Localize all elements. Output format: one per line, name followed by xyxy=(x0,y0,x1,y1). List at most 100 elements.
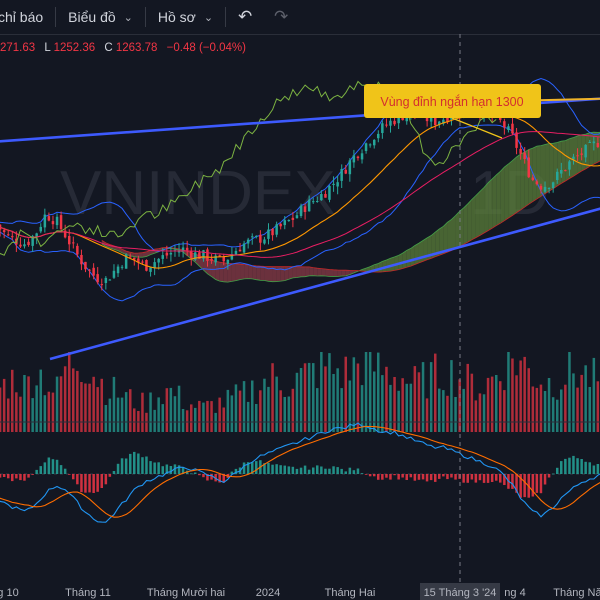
low-key: L xyxy=(44,42,51,54)
lower-trendline xyxy=(49,207,600,361)
toolbar-divider xyxy=(144,7,146,27)
volume-bar xyxy=(490,376,494,432)
volume-bar xyxy=(35,385,38,432)
volume-bar xyxy=(328,353,331,432)
macd-histogram-bar xyxy=(198,474,201,476)
volume-bar xyxy=(169,387,173,432)
candle-body xyxy=(572,156,575,160)
kumo-segment xyxy=(545,143,550,194)
candle-body xyxy=(584,144,587,158)
volume-bar xyxy=(39,369,42,432)
volume-bar xyxy=(104,405,108,432)
macd-histogram-bar xyxy=(490,474,494,482)
kumo-segment xyxy=(565,138,570,182)
volume-bar xyxy=(417,372,421,432)
candle-body xyxy=(295,215,299,219)
macd-histogram-bar xyxy=(246,462,250,474)
volume-bar xyxy=(7,398,10,432)
candle-body xyxy=(43,214,47,228)
volume-bar xyxy=(242,381,246,432)
candle-body xyxy=(564,170,567,172)
candle-body xyxy=(222,256,225,262)
ohlc-legend: 271.63 L 1252.36 C 1263.78 −0.48 (−0.04%… xyxy=(0,42,246,54)
kumo-segment xyxy=(219,262,224,282)
volume-bar xyxy=(584,365,587,432)
volume-bar xyxy=(531,386,535,432)
macd-histogram-bar xyxy=(112,471,116,474)
time-axis-label: 2024 xyxy=(256,587,280,599)
volume-bar xyxy=(133,408,136,432)
candle-body xyxy=(185,247,189,251)
volume-bar xyxy=(177,385,181,432)
volume-bar xyxy=(218,397,221,432)
time-axis-label: Tháng Hai xyxy=(325,587,376,599)
chart-type-menu[interactable]: Biểu đồ ⌄ xyxy=(68,0,133,34)
profile-menu[interactable]: Hồ sơ ⌄ xyxy=(158,0,213,34)
annotation-callout[interactable]: Vùng đỉnh ngắn hạn 1300 xyxy=(364,84,541,139)
volume-bar xyxy=(259,390,262,432)
kumo-segment xyxy=(199,255,204,270)
macd-histogram-bar xyxy=(291,466,295,474)
macd-histogram-bar xyxy=(149,461,152,474)
candle-body xyxy=(234,250,238,256)
macd-histogram-bar xyxy=(214,474,217,482)
candle-body xyxy=(551,182,555,188)
candle-body xyxy=(364,143,368,151)
undo-icon[interactable]: ↶ xyxy=(238,7,253,26)
macd-histogram-bar xyxy=(59,465,63,474)
kumo-segment xyxy=(488,178,493,231)
candle-body xyxy=(39,226,42,232)
indicators-menu[interactable]: chỉ báo xyxy=(0,0,43,34)
candle-body xyxy=(348,160,352,175)
volume-bar xyxy=(434,353,437,432)
volume-bar xyxy=(515,375,518,432)
macd-histogram-bar xyxy=(454,474,457,480)
toolbar-divider xyxy=(225,7,227,27)
redo-icon[interactable]: ↷ xyxy=(274,7,289,26)
macd-histogram-bar xyxy=(267,462,270,474)
volume-bar xyxy=(27,376,30,432)
candle-body xyxy=(198,252,201,259)
time-axis[interactable]: g 10 Tháng 11 Tháng Mười hai 2024 Tháng Hai 1… xyxy=(0,583,600,600)
kumo-segment xyxy=(467,199,472,243)
candle-body xyxy=(11,236,14,238)
candle-body xyxy=(112,270,116,278)
macd-histogram-bar xyxy=(312,467,315,474)
candle-body xyxy=(255,235,258,237)
volume-bar xyxy=(129,389,132,432)
volume-bar xyxy=(535,387,539,432)
macd-histogram-bar xyxy=(482,474,486,483)
volume-bar xyxy=(173,396,177,432)
macd-histogram-bar xyxy=(486,474,490,483)
macd-histogram-bar xyxy=(51,459,55,474)
volume-bar xyxy=(316,388,319,432)
macd-histogram-bar xyxy=(385,474,388,478)
kumo-segment xyxy=(504,164,509,221)
candle-body xyxy=(592,141,596,144)
crosshair-date-box xyxy=(420,583,500,600)
volume-bar xyxy=(19,396,22,432)
volume-bar xyxy=(141,392,144,432)
kumo-segment xyxy=(276,266,281,282)
candle-body xyxy=(47,216,51,221)
kumo-segment xyxy=(333,269,338,277)
volume-bar xyxy=(409,383,413,432)
macd-histogram-bar xyxy=(222,474,225,483)
volume-bar xyxy=(503,390,506,432)
macd-histogram-bar xyxy=(551,473,555,475)
volume-bar xyxy=(576,387,579,432)
signal-line xyxy=(0,425,600,518)
macd-histogram-bar xyxy=(153,462,156,474)
macd-histogram-bar xyxy=(576,458,579,474)
candle-body xyxy=(238,249,242,252)
annotation-box[interactable] xyxy=(364,84,541,118)
kumo-segment xyxy=(549,143,554,192)
macd-histogram-bar xyxy=(556,467,559,474)
candle-body xyxy=(7,234,10,236)
candle-body xyxy=(35,233,38,237)
candle-body xyxy=(527,157,530,178)
volume-bar xyxy=(80,382,83,432)
kumo-segment xyxy=(451,215,456,251)
candle-body xyxy=(356,156,360,159)
